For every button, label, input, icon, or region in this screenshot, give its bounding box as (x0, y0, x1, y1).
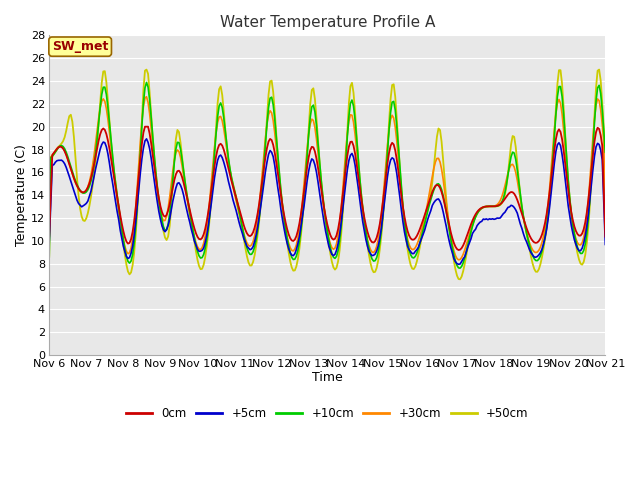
+50cm (456, 276, 464, 282)
+5cm (394, 182, 402, 188)
+10cm (61, 146, 68, 152)
Line: +5cm: +5cm (49, 139, 605, 264)
+5cm (602, 241, 609, 247)
Legend: 0cm, +5cm, +10cm, +30cm, +50cm: 0cm, +5cm, +10cm, +30cm, +50cm (121, 402, 533, 425)
+30cm (454, 257, 462, 263)
0cm (536, 236, 544, 241)
+5cm (536, 250, 544, 255)
+10cm (602, 149, 609, 155)
Line: +50cm: +50cm (49, 70, 605, 279)
+50cm (61, 134, 68, 140)
+10cm (143, 80, 150, 85)
+50cm (394, 141, 402, 146)
X-axis label: Time: Time (312, 371, 342, 384)
+10cm (382, 172, 390, 178)
Title: Water Temperature Profile A: Water Temperature Profile A (220, 15, 435, 30)
+30cm (143, 94, 150, 100)
+50cm (602, 150, 609, 156)
+30cm (382, 160, 390, 166)
+50cm (150, 154, 158, 159)
+30cm (45, 221, 53, 227)
+30cm (394, 155, 402, 161)
+5cm (454, 262, 462, 267)
+10cm (364, 238, 371, 244)
+10cm (456, 265, 464, 271)
+30cm (364, 237, 371, 242)
0cm (394, 168, 402, 174)
0cm (150, 164, 158, 169)
+30cm (150, 158, 158, 164)
+50cm (536, 261, 544, 267)
+50cm (45, 254, 53, 260)
+5cm (61, 161, 68, 167)
Line: +10cm: +10cm (49, 83, 605, 268)
+5cm (364, 243, 371, 249)
0cm (364, 228, 371, 234)
+10cm (536, 253, 544, 259)
+5cm (45, 240, 53, 246)
+5cm (382, 186, 390, 192)
+10cm (150, 152, 158, 158)
+30cm (536, 244, 544, 250)
+5cm (150, 178, 158, 184)
+50cm (364, 242, 371, 248)
+50cm (382, 173, 390, 179)
0cm (382, 173, 390, 179)
0cm (141, 124, 149, 130)
+10cm (45, 254, 53, 260)
Y-axis label: Temperature (C): Temperature (C) (15, 144, 28, 246)
Text: SW_met: SW_met (52, 40, 108, 53)
+30cm (61, 148, 68, 154)
0cm (61, 148, 68, 154)
0cm (602, 234, 609, 240)
Line: +30cm: +30cm (49, 97, 605, 260)
+5cm (143, 136, 150, 142)
Line: 0cm: 0cm (49, 127, 605, 250)
+30cm (602, 216, 609, 222)
0cm (45, 233, 53, 239)
0cm (454, 247, 462, 253)
+10cm (394, 144, 402, 149)
+50cm (143, 67, 150, 72)
